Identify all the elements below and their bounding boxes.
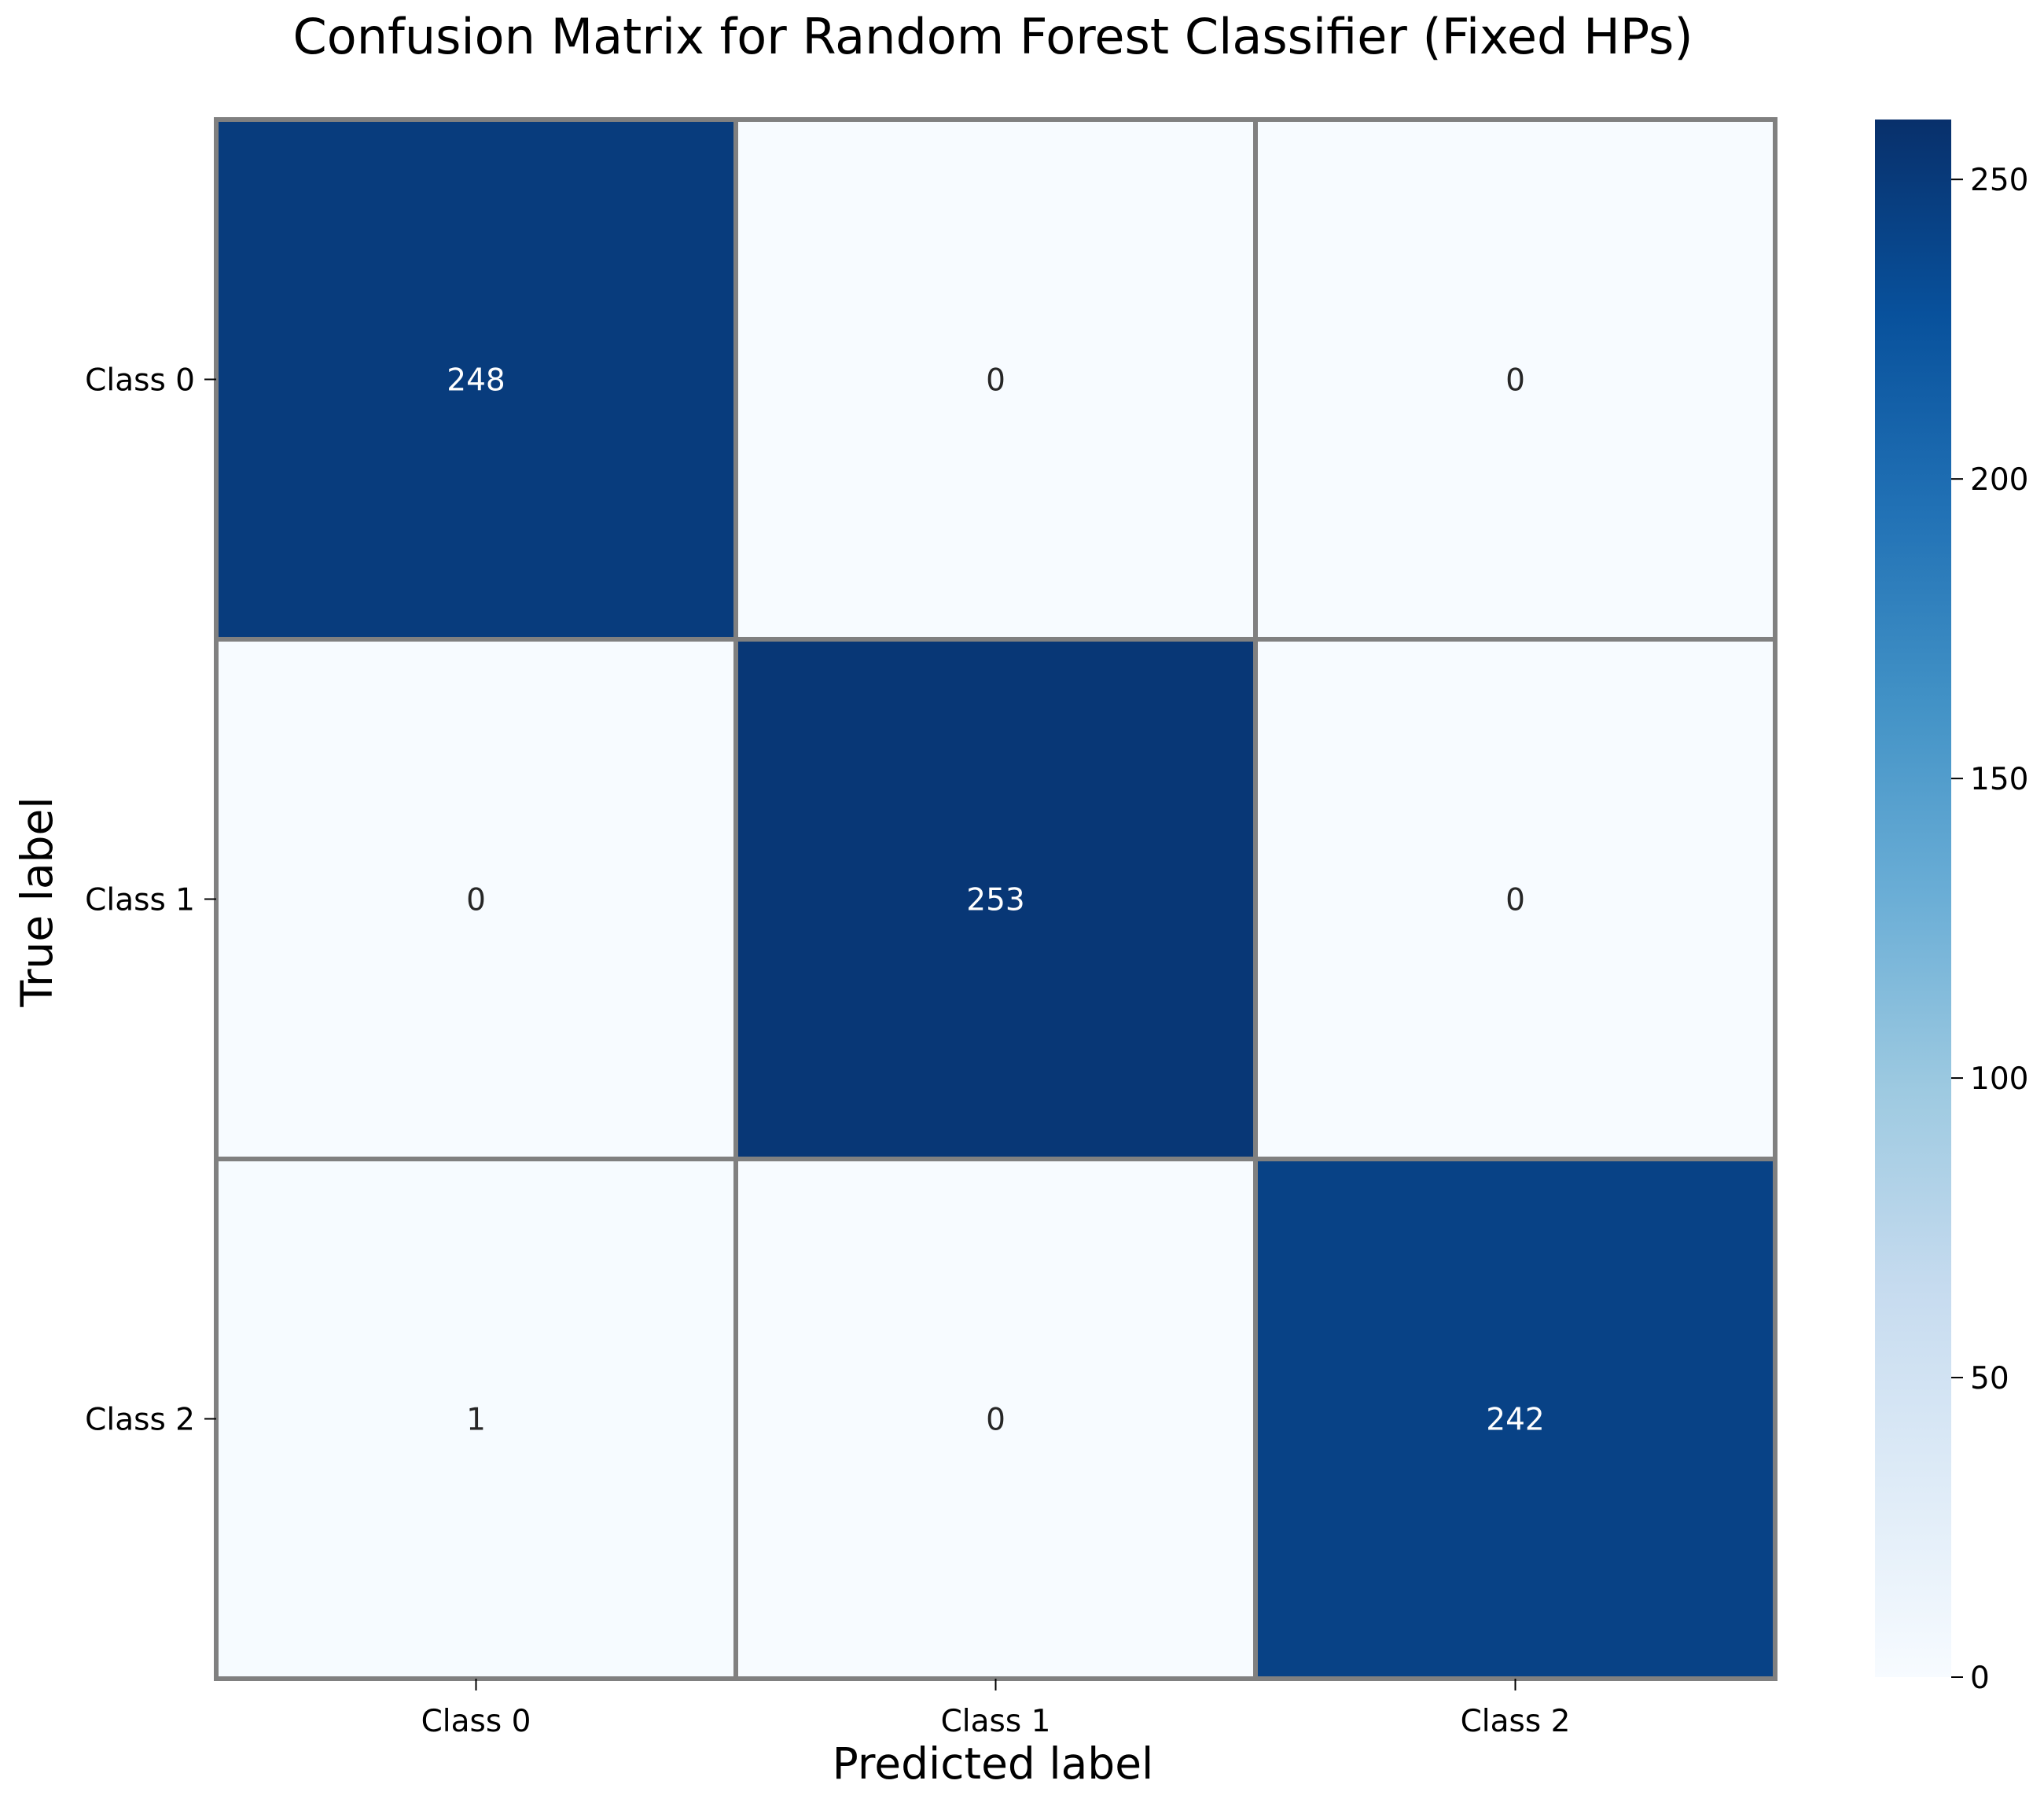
colorbar-ticks: 0 50 100 150 200 250 [1951,163,2028,1696]
y-tick-label: Class 1 [85,883,195,918]
cell-value-r0-c0: 248 [447,363,505,399]
x-axis-ticks: Class 0 Class 1 Class 2 [421,1679,1571,1739]
heatmap-cell-r2-c1 [733,1157,1258,1681]
cell-value-r1-c1: 253 [966,883,1024,918]
colorbar-tick-label: 200 [1970,462,2028,498]
x-axis-label: Predicted label [833,1738,1154,1789]
cell-value-r2-c0: 1 [466,1403,486,1438]
cell-annotations: 248 0 0 0 253 0 1 0 242 [447,363,1544,1438]
heatmap-cell-r1-c1 [733,637,1258,1161]
colorbar-tick-label: 100 [1970,1061,2028,1097]
x-tick-label: Class 1 [941,1704,1051,1739]
colorbar [1875,120,1951,1677]
cell-value-r2-c2: 242 [1486,1403,1544,1438]
cell-value-r2-c1: 0 [986,1403,1005,1438]
cell-value-r0-c2: 0 [1505,363,1525,399]
heatmap-cell-r0-c2 [1253,117,1777,642]
x-tick-label: Class 0 [421,1704,531,1739]
heatmap-cell-r0-c1 [733,117,1258,642]
y-axis-label: True label [12,796,62,1007]
heatmap-cell-r0-c0 [214,117,738,642]
y-tick-label: Class 0 [85,363,195,399]
y-axis-ticks: Class 0 Class 1 Class 2 [85,363,216,1438]
chart-title: Confusion Matrix for Random Forest Class… [292,8,1693,65]
colorbar-tick-label: 250 [1970,163,2028,198]
cell-value-r1-c0: 0 [466,883,486,918]
heatmap-cell-r1-c2 [1253,637,1777,1161]
cell-value-r1-c2: 0 [1505,883,1525,918]
colorbar-tick-label: 150 [1970,762,2028,797]
colorbar-tick-label: 0 [1970,1661,1990,1696]
colorbar-tick-label: 50 [1970,1361,2009,1396]
cell-value-r0-c1: 0 [986,363,1005,399]
heatmap-cells [214,117,1777,1681]
x-tick-label: Class 2 [1461,1704,1571,1739]
heatmap-cell-r1-c0 [214,637,738,1161]
y-tick-label: Class 2 [85,1403,195,1438]
